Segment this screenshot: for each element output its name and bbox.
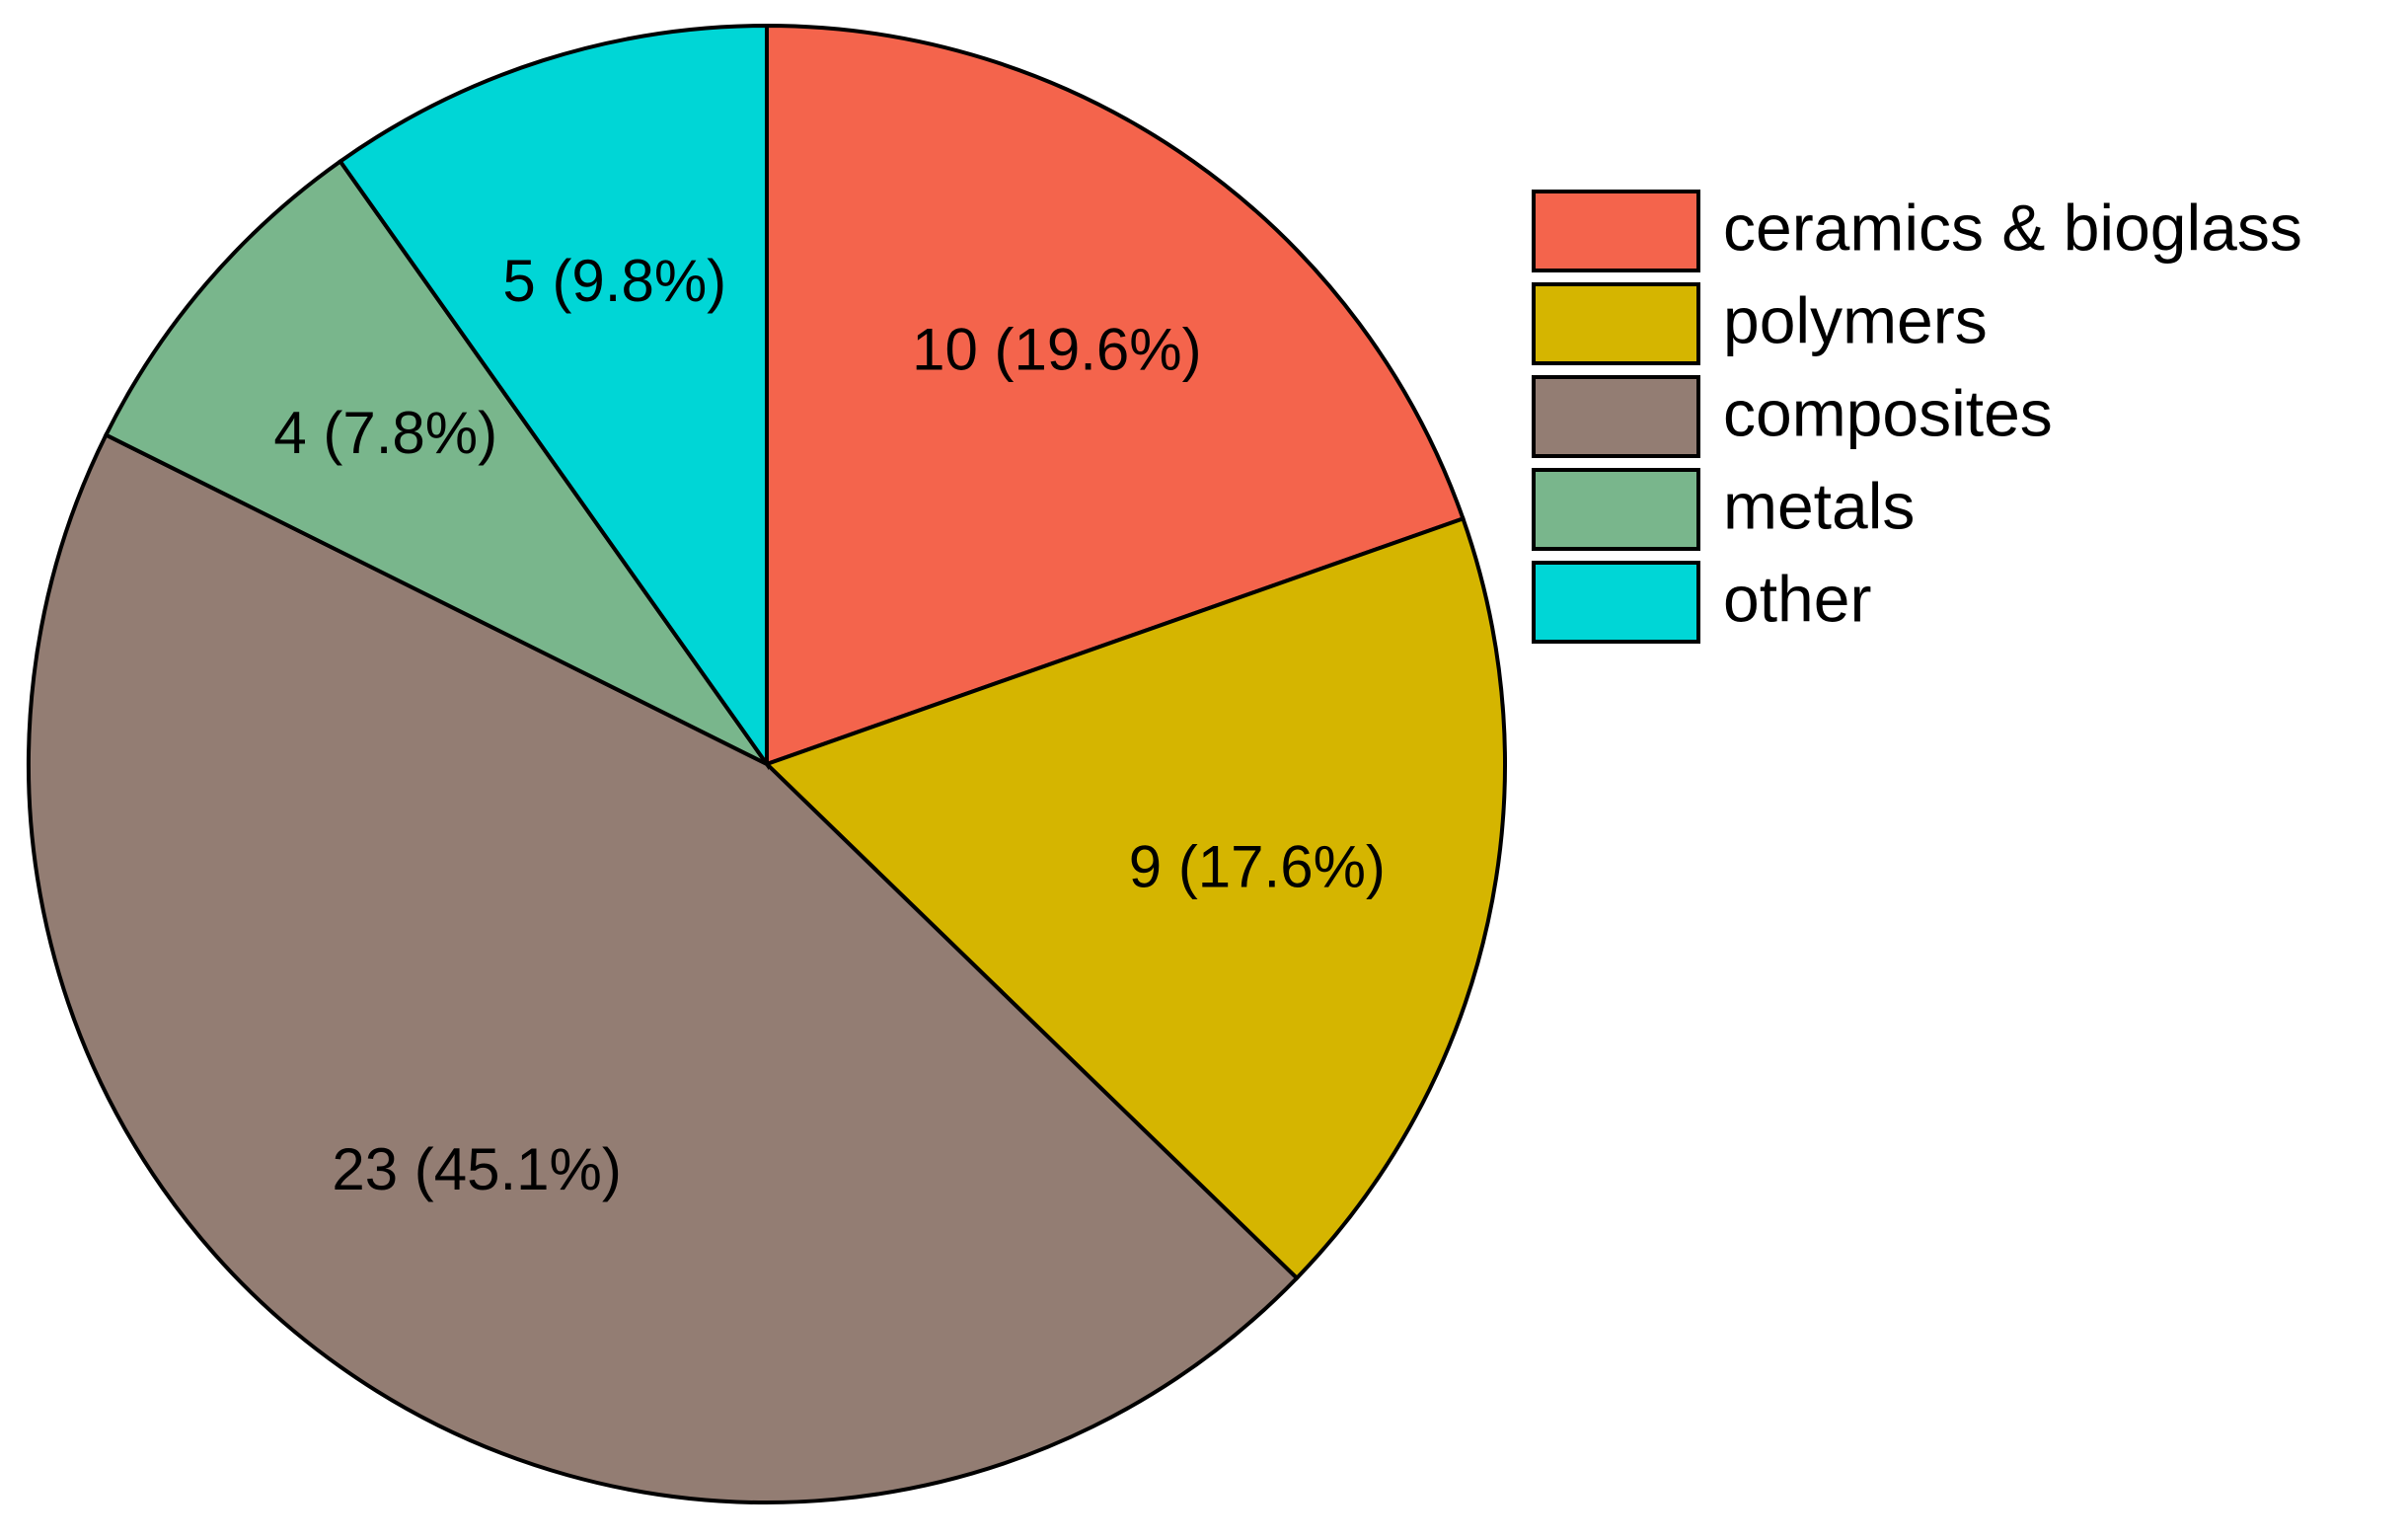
legend-swatch xyxy=(1532,190,1700,272)
legend-swatch xyxy=(1532,561,1700,644)
pie-slice xyxy=(338,23,769,771)
legend-label: other xyxy=(1723,562,1871,635)
pie-slice xyxy=(763,515,1507,1281)
legend-swatch xyxy=(1532,375,1700,458)
slice-label: 9 (17.6%) xyxy=(1129,834,1386,900)
legend-swatch xyxy=(1532,468,1700,551)
slice-label: 4 (7.8%) xyxy=(273,400,497,466)
legend-label: ceramics & bioglass xyxy=(1723,191,2302,264)
slice-label: 10 (19.6%) xyxy=(912,317,1202,383)
legend-label: polymers xyxy=(1723,283,1988,356)
pie-slice xyxy=(103,158,769,766)
legend-label: metals xyxy=(1723,469,1915,542)
legend-swatch xyxy=(1532,282,1700,365)
pie-slice xyxy=(27,431,1300,1504)
legend-label: composites xyxy=(1723,376,2053,449)
slice-label: 5 (9.8%) xyxy=(502,248,726,314)
slice-label: 23 (45.1%) xyxy=(332,1136,622,1202)
